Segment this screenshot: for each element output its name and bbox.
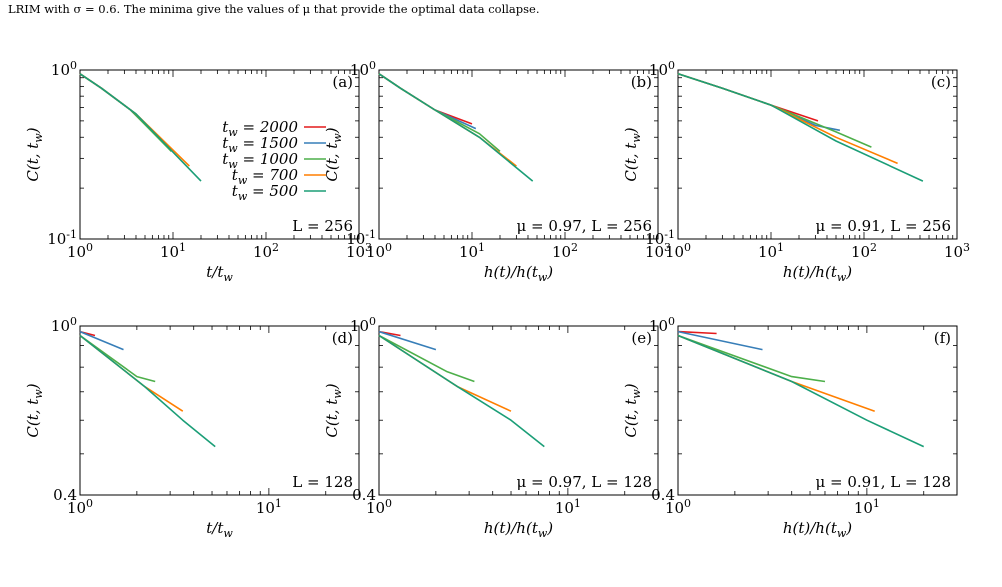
series-line-tw1500: [79, 330, 124, 351]
panel-annotation: μ = 0.91, L = 256: [816, 217, 951, 235]
x-tick-label: 100: [366, 241, 392, 261]
series-line-tw1500: [378, 330, 437, 351]
x-axis-label: h(t)/h(tw): [783, 519, 852, 540]
series-line-tw500: [378, 73, 534, 182]
legend-label: tw = 1000: [222, 150, 298, 171]
y-axis-label: C(t, tw): [622, 383, 643, 437]
series-line-tw2000: [79, 73, 167, 146]
legend-label: tw = 1500: [222, 134, 298, 155]
series-line-tw500: [378, 334, 545, 448]
panel-annotation: μ = 0.97, L = 256: [517, 217, 652, 235]
x-tick-label: 101: [555, 497, 581, 517]
x-tick-label: 101: [459, 241, 485, 261]
x-axis-label: h(t)/h(tw): [783, 263, 852, 284]
y-tick-label: 0.4: [53, 486, 77, 504]
y-axis-label: C(t, tw): [24, 383, 45, 437]
axes-frame: [79, 69, 360, 240]
x-tick-label: 102: [253, 241, 279, 261]
figure-caption: LRIM with σ = 0.6. The minima give the v…: [8, 2, 540, 16]
y-tick-label: 0.4: [352, 486, 376, 504]
series-line-tw1000: [677, 334, 826, 383]
y-tick-label: 0.4: [651, 486, 675, 504]
y-axis-label: C(t, tw): [622, 127, 643, 181]
y-tick-label: 10-1: [645, 228, 675, 248]
panel-annotation: μ = 0.97, L = 128: [517, 473, 652, 491]
x-tick-label: 100: [665, 497, 691, 517]
y-tick-label: 10-1: [47, 228, 77, 248]
axes-frame: [79, 325, 360, 496]
y-tick-label: 100: [649, 315, 675, 335]
series-line-tw1000: [79, 334, 156, 383]
panel-annotation: μ = 0.91, L = 128: [816, 473, 951, 491]
x-tick-label: 100: [665, 241, 691, 261]
x-tick-label: 103: [645, 241, 671, 261]
panel-label: (c): [931, 73, 951, 91]
x-tick-label: 100: [366, 497, 392, 517]
legend-label: tw = 500: [232, 182, 299, 203]
series-line-tw1500: [677, 330, 763, 351]
x-tick-label: 101: [160, 241, 186, 261]
series-line-tw1000: [79, 73, 172, 152]
panel-label: (f): [934, 329, 951, 347]
x-tick-label: 101: [256, 497, 282, 517]
y-tick-label: 100: [51, 59, 77, 79]
legend-label: tw = 2000: [222, 118, 298, 139]
x-axis-label: h(t)/h(tw): [484, 263, 553, 284]
axes-frame: [378, 325, 659, 496]
series-line-tw1000: [677, 73, 872, 148]
series-line-tw2000: [378, 73, 473, 125]
y-axis-label: C(t, tw): [323, 383, 344, 437]
y-tick-label: 100: [350, 315, 376, 335]
series-line-tw500: [677, 334, 925, 448]
x-tick-label: 102: [851, 241, 877, 261]
panel-annotation: L = 256: [292, 217, 353, 235]
y-tick-label: 100: [51, 315, 77, 335]
y-tick-label: 100: [649, 59, 675, 79]
panel-annotation: L = 128: [292, 473, 353, 491]
series-line-tw1000: [378, 334, 475, 383]
x-tick-label: 103: [346, 241, 372, 261]
y-tick-label: 100: [350, 59, 376, 79]
axes-frame: [378, 69, 659, 240]
x-tick-label: 103: [944, 241, 970, 261]
panel-label: (e): [631, 329, 652, 347]
x-tick-label: 100: [67, 497, 93, 517]
panel-label: (d): [332, 329, 353, 347]
x-tick-label: 101: [758, 241, 784, 261]
series-line-tw500: [677, 73, 924, 182]
x-tick-label: 102: [552, 241, 578, 261]
axes-frame: [677, 325, 958, 496]
panel-label: (a): [332, 73, 353, 91]
x-tick-label: 101: [854, 497, 880, 517]
legend-label: tw = 700: [232, 166, 299, 187]
x-axis-label: t/tw: [206, 263, 233, 284]
x-axis-label: t/tw: [206, 519, 233, 540]
y-axis-label: C(t, tw): [24, 127, 45, 181]
axes-frame: [677, 69, 958, 240]
series-line-tw500: [79, 73, 202, 182]
panel-label: (b): [631, 73, 652, 91]
series-line-tw700: [677, 73, 898, 165]
series-line-tw500: [79, 334, 216, 448]
series-line-tw2000: [677, 330, 717, 335]
x-axis-label: h(t)/h(tw): [484, 519, 553, 540]
y-axis-label: C(t, tw): [323, 127, 344, 181]
y-tick-label: 10-1: [346, 228, 376, 248]
x-tick-label: 100: [67, 241, 93, 261]
